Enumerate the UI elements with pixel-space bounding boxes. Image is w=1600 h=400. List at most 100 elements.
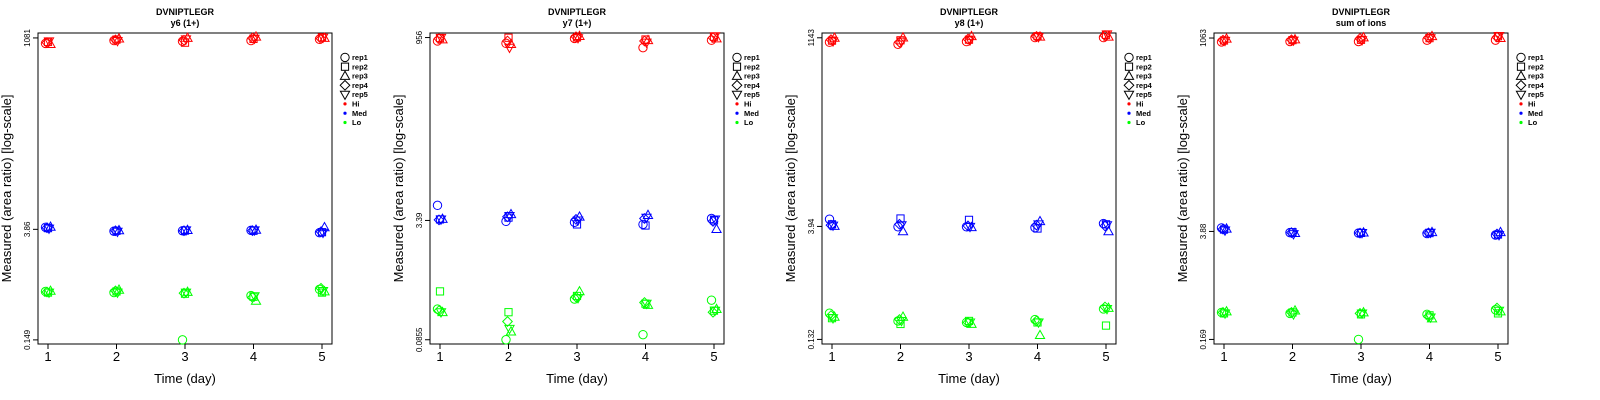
x-tick-label: 2: [1289, 349, 1296, 364]
legend-label-rep2: rep2: [1136, 62, 1152, 71]
data-point-hi-rep5: [1033, 33, 1044, 43]
data-point-lo-rep1: [177, 335, 188, 345]
data-point-hi-rep4: [707, 32, 719, 44]
data-point-hi-rep5: [896, 37, 907, 48]
data-point-med-rep5: [1493, 231, 1505, 241]
data-point-med-rep4: [178, 225, 190, 237]
data-point-med-rep5: [964, 222, 976, 233]
x-axis-label: Time (day): [154, 371, 216, 386]
legend-label-rep2: rep2: [744, 62, 760, 71]
data-point-lo-rep5: [1033, 318, 1044, 329]
chart-title: DVNIPTLEGR: [156, 7, 215, 17]
data-point-hi-rep4: [315, 33, 327, 45]
data-point-med-rep4: [315, 226, 327, 238]
legend-marker-rep2: [1516, 62, 1526, 71]
data-point-lo-rep2: [572, 291, 582, 301]
data-point-hi-rep5: [1219, 36, 1231, 47]
legend-marker-rep4: [339, 79, 351, 91]
data-point-hi-rep3: [711, 32, 722, 43]
legend-marker-med: [1127, 111, 1131, 115]
data-point-med-rep3: [897, 225, 909, 236]
data-point-med-rep4: [109, 225, 122, 237]
data-point-hi-rep5: [1493, 32, 1505, 42]
data-point-lo-rep5: [572, 294, 584, 304]
legend-label-hi: Hi: [352, 100, 360, 109]
data-point-lo-rep4: [707, 306, 719, 318]
data-point-hi-rep5: [249, 34, 260, 45]
data-point-lo-rep4: [246, 291, 259, 303]
series-lo: [432, 285, 722, 345]
plot-frame: [821, 32, 1117, 345]
data-point-hi-rep3: [1495, 32, 1506, 43]
legend-marker-rep1: [732, 52, 742, 63]
data-point-hi-rep4: [178, 34, 190, 46]
x-tick-label: 2: [897, 349, 904, 364]
data-point-med-rep5: [641, 213, 652, 224]
y-tick-label: 0.149: [23, 329, 32, 350]
legend-marker-rep1: [1516, 52, 1526, 63]
data-point-lo-rep3: [1426, 312, 1438, 323]
data-point-hi-rep3: [437, 33, 448, 44]
data-point-lo-rep5: [112, 288, 123, 299]
data-point-lo-rep3: [319, 285, 330, 296]
data-point-lo-rep1: [1030, 314, 1040, 325]
data-point-hi-rep5: [1425, 34, 1436, 44]
x-tick-label: 5: [1102, 349, 1109, 364]
y-axis-label: Measured (area ratio) [log-scale]: [0, 95, 14, 283]
legend-marker-rep2: [1124, 62, 1134, 71]
data-point-lo-rep5: [709, 306, 721, 317]
x-tick-label: 3: [573, 349, 580, 364]
data-point-med-rep5: [1219, 226, 1231, 237]
data-point-hi-rep1: [1353, 36, 1364, 47]
data-point-hi-rep4: [1422, 31, 1435, 43]
series-hi: [1216, 30, 1506, 47]
legend-marker-hi: [343, 102, 347, 106]
legend-label-rep5: rep5: [744, 90, 760, 99]
legend-label-rep5: rep5: [1136, 90, 1152, 99]
data-point-lo-rep1: [706, 295, 717, 305]
data-point-lo-rep1: [501, 335, 511, 345]
y-tick-label: 0.169: [1199, 329, 1208, 350]
y-tick-label: 3.39: [415, 212, 424, 228]
legend-marker-rep2: [340, 62, 350, 71]
legend-label-rep5: rep5: [352, 90, 368, 99]
legend-label-rep1: rep1: [744, 53, 760, 62]
legend-marker-rep3: [731, 70, 743, 80]
x-tick-label: 2: [113, 349, 120, 364]
data-point-hi-rep5: [641, 38, 652, 49]
data-point-med-rep4: [433, 214, 445, 226]
y-axis-label: Measured (area ratio) [log-scale]: [1176, 95, 1190, 283]
chart-subtitle: sum of ions: [1336, 18, 1387, 28]
chart-subtitle: y7 (1+): [563, 18, 592, 28]
y-tick-label: 1081: [23, 28, 32, 46]
y-axis-label: Measured (area ratio) [log-scale]: [392, 95, 406, 283]
data-point-lo-rep5: [1288, 310, 1299, 321]
data-point-med-rep4: [1491, 228, 1503, 240]
series-med: [824, 214, 1114, 236]
data-point-hi-rep5: [317, 33, 329, 44]
legend-label-rep1: rep1: [1528, 53, 1544, 62]
y-tick-label: 1143: [807, 29, 816, 47]
data-point-med-rep5: [43, 224, 55, 235]
data-point-med-rep5: [249, 226, 260, 237]
x-tick-label: 4: [1034, 349, 1041, 364]
y-tick-label: 3.86: [23, 221, 32, 237]
chart-panel-1: DVNIPTLEGR y6 (1+) 0.149 3.86 1081 1 2 3 4 5 Time …: [0, 0, 400, 400]
x-axis-label: Time (day): [1330, 371, 1392, 386]
data-point-med-rep5: [1356, 228, 1368, 239]
legend-label-rep4: rep4: [744, 81, 761, 90]
data-point-hi-rep5: [180, 35, 192, 46]
x-tick-label: 3: [1357, 349, 1364, 364]
data-point-med-rep2: [572, 220, 582, 229]
data-point-hi-rep5: [1101, 30, 1113, 41]
data-point-lo-rep5: [827, 314, 839, 324]
data-point-lo-rep3: [966, 318, 977, 328]
chart-title: DVNIPTLEGR: [548, 7, 607, 17]
data-point-med-rep5: [1288, 230, 1299, 240]
data-point-lo-rep4: [638, 296, 651, 308]
legend-marker-hi: [1519, 102, 1523, 106]
data-point-lo-rep3: [897, 311, 909, 321]
y-tick-label: 0.0855: [415, 327, 424, 352]
